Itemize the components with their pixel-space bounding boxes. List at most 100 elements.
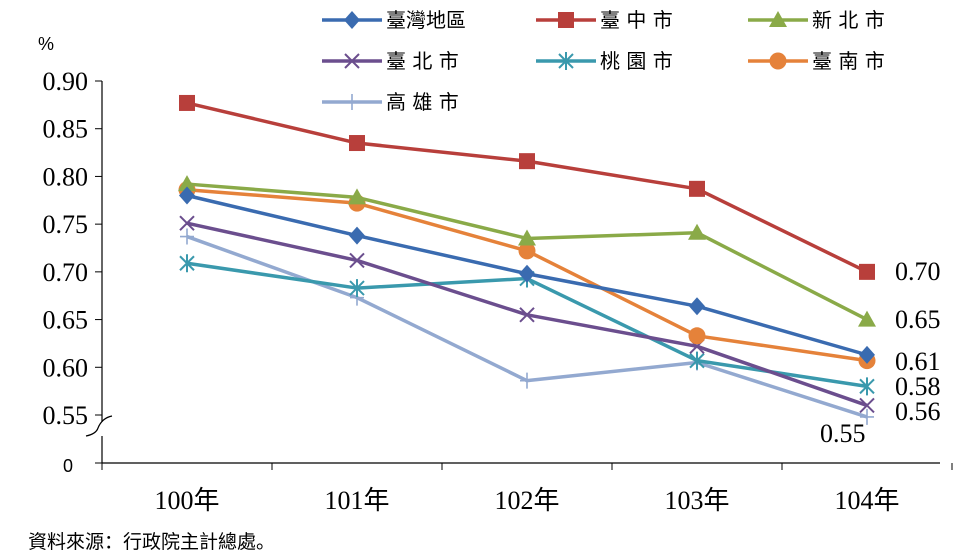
y-unit-label: %: [38, 34, 54, 54]
source-note: 資料來源：行政院主計總處。: [28, 531, 275, 553]
marker-shape: [348, 188, 366, 205]
legend-marker: [769, 11, 787, 27]
axis-break-gap: [98, 422, 106, 436]
legend-item: 臺灣地區: [322, 8, 466, 32]
data-point: [179, 215, 195, 231]
series-0: [179, 186, 875, 364]
legend-label: 桃 園 市: [600, 49, 673, 73]
data-point: [348, 188, 366, 205]
legend-marker: [344, 11, 360, 29]
series-1: [179, 94, 875, 280]
marker-shape: [179, 254, 195, 273]
legend-marker: [558, 52, 574, 70]
y-tick-label: 0.55: [43, 401, 89, 430]
legend-item: 臺 中 市: [536, 8, 673, 32]
x-tick-label: 100年: [154, 486, 219, 515]
data-point: [179, 254, 195, 273]
legend-label: 臺 中 市: [600, 8, 673, 32]
marker-shape: [349, 135, 365, 152]
data-point: [688, 223, 706, 240]
end-data-label: 0.58: [895, 372, 941, 401]
legend-item: 高 雄 市: [322, 90, 459, 114]
data-point: [179, 94, 195, 111]
marker-shape: [518, 242, 536, 260]
marker-shape: [688, 223, 706, 240]
legend-label: 高 雄 市: [386, 90, 459, 114]
axis-break-marker: [85, 415, 113, 437]
data-point: [519, 264, 535, 283]
marker-shape: [349, 226, 365, 245]
marker-shape: [344, 53, 360, 69]
data-point: [688, 327, 706, 345]
data-point: [178, 175, 196, 192]
legend-item: 臺 南 市: [748, 49, 885, 73]
data-point: [859, 345, 875, 364]
series-2: [178, 175, 876, 327]
marker-shape: [519, 264, 535, 283]
marker-shape: [859, 397, 875, 414]
marker-shape: [179, 215, 195, 231]
x-tick-label: 104年: [834, 486, 899, 515]
marker-shape: [558, 12, 574, 28]
legend-item: 臺 北 市: [322, 49, 459, 73]
data-point: [689, 180, 705, 197]
marker-shape: [519, 153, 535, 170]
end-data-label: 0.55: [820, 419, 866, 448]
legend-marker: [769, 52, 787, 70]
y-tick-label: 0.70: [43, 258, 89, 287]
legend-item: 新 北 市: [748, 8, 885, 32]
data-point: [519, 307, 535, 323]
data-point: [179, 186, 195, 205]
data-point: [180, 228, 194, 245]
data-point: [518, 242, 536, 260]
end-data-label: 0.56: [895, 397, 941, 426]
x-tick-label: 102年: [494, 486, 559, 515]
data-point: [689, 297, 705, 316]
marker-shape: [860, 408, 874, 425]
legend-marker: [558, 12, 574, 28]
legend-label: 新 北 市: [812, 8, 885, 32]
marker-shape: [178, 175, 196, 192]
x-tick-label: 101年: [324, 486, 389, 515]
x-tick-label: 103年: [664, 486, 729, 515]
legend-label: 臺 南 市: [812, 49, 885, 73]
marker-shape: [179, 94, 195, 111]
marker-shape: [344, 11, 360, 29]
data-point: [518, 229, 536, 246]
marker-shape: [519, 307, 535, 323]
marker-shape: [345, 94, 359, 110]
marker-shape: [689, 351, 705, 370]
marker-shape: [859, 377, 875, 396]
marker-shape: [689, 297, 705, 316]
y-zero-label: 0: [63, 456, 73, 476]
y-tick-label: 0.80: [43, 162, 89, 191]
marker-shape: [689, 180, 705, 197]
data-point: [860, 408, 874, 425]
data-point: [859, 397, 875, 414]
y-tick-label: 0.90: [43, 67, 89, 96]
y-tick-label: 0.75: [43, 210, 89, 239]
data-point: [859, 377, 875, 396]
axis-break-stroke: [85, 415, 113, 437]
marker-shape: [688, 327, 706, 345]
marker-shape: [518, 229, 536, 246]
legend-item: 桃 園 市: [536, 49, 673, 73]
marker-shape: [769, 52, 787, 70]
marker-shape: [349, 279, 365, 298]
data-point: [349, 135, 365, 152]
data-point: [859, 263, 875, 280]
data-point: [858, 310, 876, 327]
y-tick-label: 0.60: [43, 353, 89, 382]
marker-shape: [858, 310, 876, 327]
legend-label: 臺灣地區: [386, 8, 466, 32]
marker-shape: [558, 52, 574, 70]
marker-shape: [859, 345, 875, 364]
data-point: [689, 351, 705, 370]
y-tick-label: 0.65: [43, 306, 89, 335]
legend-marker: [344, 53, 360, 69]
data-point: [349, 252, 365, 269]
data-point: [349, 279, 365, 298]
marker-shape: [179, 186, 195, 205]
data-point: [519, 153, 535, 170]
